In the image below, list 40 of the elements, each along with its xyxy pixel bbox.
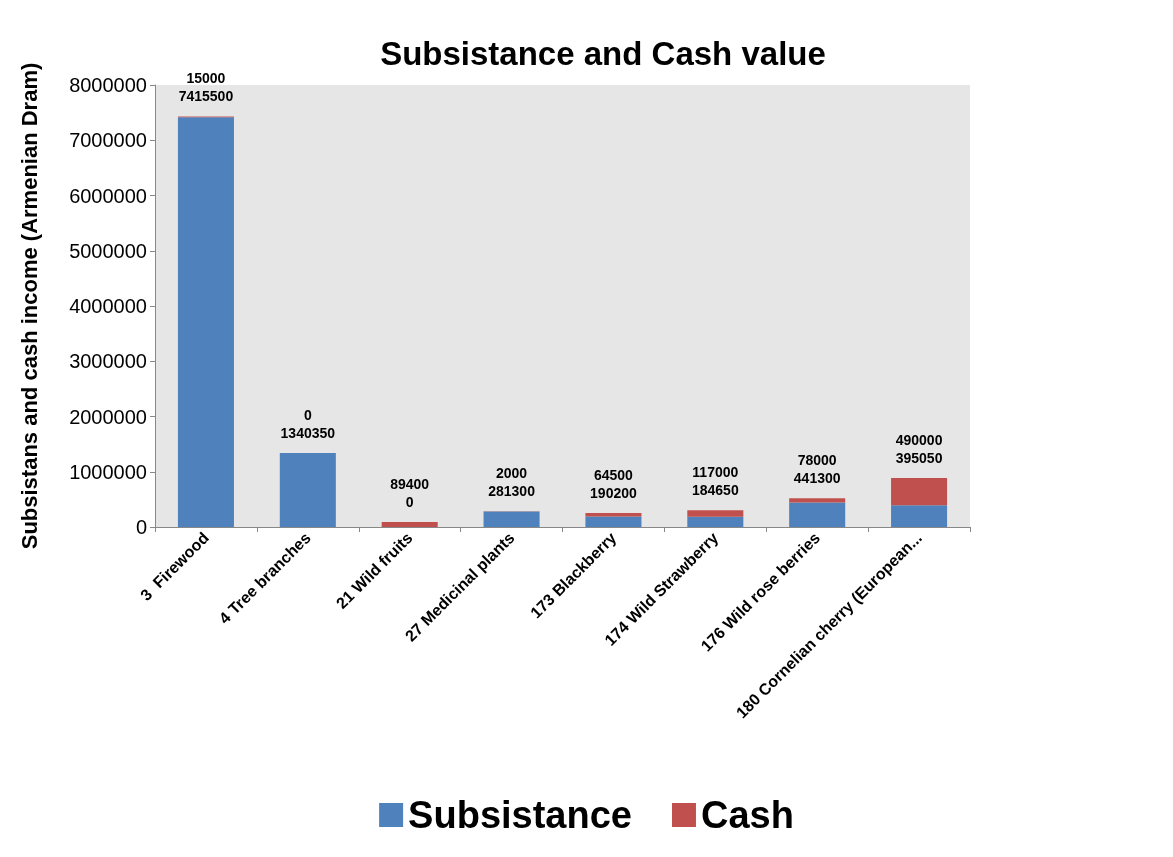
y-tick-label: 7000000 <box>69 129 147 152</box>
y-axis-title: Subsistans and cash income (Armenian Dram) <box>16 62 42 550</box>
y-tick-label: 8000000 <box>69 74 147 96</box>
data-label: 281300 <box>488 483 536 500</box>
bar <box>381 522 438 527</box>
data-label: 441300 <box>793 470 841 487</box>
y-tick-label: 1000000 <box>69 460 147 483</box>
data-label: 89400 <box>390 476 430 493</box>
data-label: 64500 <box>593 466 634 483</box>
bar <box>789 498 846 503</box>
data-label: 395050 <box>895 450 943 467</box>
chart-title: Subsistance and Cash value <box>380 35 826 72</box>
y-tick-label: 3000000 <box>69 350 147 373</box>
bar <box>279 452 336 527</box>
data-label: 7415500 <box>178 88 234 105</box>
data-label: 78000 <box>797 452 837 469</box>
bar <box>687 516 744 527</box>
y-tick-label: 0 <box>135 516 147 538</box>
bar <box>891 505 948 527</box>
data-label: 0 <box>405 494 414 511</box>
data-label: 1340350 <box>280 424 336 441</box>
legend-label: Cash <box>700 794 794 836</box>
data-label: 2000 <box>495 465 528 482</box>
legend-label: Subsistance <box>408 794 632 836</box>
data-label: 15000 <box>186 70 226 87</box>
bar <box>177 117 234 527</box>
y-tick-label: 4000000 <box>69 295 147 317</box>
bar <box>483 511 540 527</box>
bar <box>687 510 744 517</box>
data-label: 490000 <box>895 432 943 449</box>
bar <box>891 478 948 506</box>
y-tick-label: 5000000 <box>69 239 147 262</box>
data-label: 184650 <box>691 482 739 499</box>
data-label: 190200 <box>590 484 638 501</box>
data-label: 117000 <box>692 464 739 481</box>
y-tick-label: 2000000 <box>69 405 147 428</box>
data-label: 0 <box>303 406 312 423</box>
bar <box>585 516 642 527</box>
y-tick-label: 6000000 <box>69 184 147 207</box>
bar <box>789 502 846 527</box>
